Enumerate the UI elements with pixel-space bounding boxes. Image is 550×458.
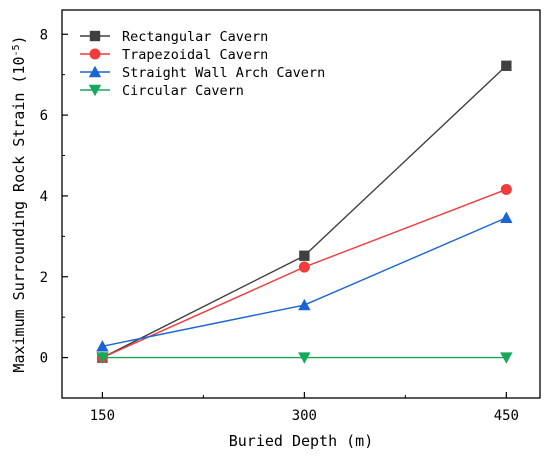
legend-marker	[89, 48, 101, 60]
y-tick-label: 0	[40, 351, 48, 367]
plot-frame	[61, 9, 541, 399]
data-point	[96, 340, 109, 352]
x-tick-label: 450	[494, 408, 519, 424]
series-2	[96, 211, 513, 352]
series-3	[96, 352, 513, 364]
legend-item: Rectangular Cavern	[80, 29, 268, 45]
y-tick-label: 8	[40, 27, 48, 43]
legend-marker	[88, 65, 102, 78]
legend-item: Circular Cavern	[80, 83, 244, 99]
legend-label: Circular Cavern	[122, 83, 244, 99]
y-axis-unit-exp: -5	[11, 44, 22, 56]
data-point	[298, 298, 311, 311]
legend-label: Straight Wall Arch Cavern	[122, 65, 325, 81]
data-point	[500, 352, 513, 364]
y-tick-label: 6	[40, 108, 48, 124]
data-point	[298, 352, 311, 364]
legend: Rectangular Cavern Trapezoidal Cavern Stra…	[80, 29, 325, 99]
data-point	[501, 60, 512, 71]
y-axis-unit-close: )	[10, 35, 28, 44]
axis-ticks: 150 300 450 0 2 4 6 8	[40, 27, 519, 424]
series-line	[102, 65, 507, 359]
y-axis-title: Maximum Surrounding Rock Strain (10-5)	[10, 35, 28, 372]
legend-label: Rectangular Cavern	[122, 29, 268, 45]
data-point	[500, 211, 513, 223]
data-point	[500, 183, 512, 195]
data-point	[298, 261, 310, 273]
x-tick-label: 150	[90, 408, 115, 424]
x-tick-label: 300	[292, 408, 317, 424]
legend-item: Straight Wall Arch Cavern	[80, 65, 325, 81]
y-axis-title-text: Maximum Surrounding Rock Strain	[10, 93, 28, 373]
data-point	[96, 352, 109, 364]
legend-marker	[88, 84, 102, 97]
y-tick-label: 2	[40, 270, 48, 286]
legend-item: Trapezoidal Cavern	[80, 47, 268, 63]
legend-label: Trapezoidal Cavern	[122, 47, 268, 63]
y-axis-unit-base: 10	[10, 56, 28, 74]
legend-marker	[89, 30, 101, 42]
y-tick-label: 4	[40, 189, 48, 205]
y-axis-unit-open: (	[10, 75, 28, 84]
x-axis-title: Buried Depth (m)	[229, 432, 374, 450]
series-layer	[96, 60, 513, 364]
series-1	[96, 183, 512, 364]
series-line	[102, 188, 507, 359]
data-point	[299, 250, 310, 261]
